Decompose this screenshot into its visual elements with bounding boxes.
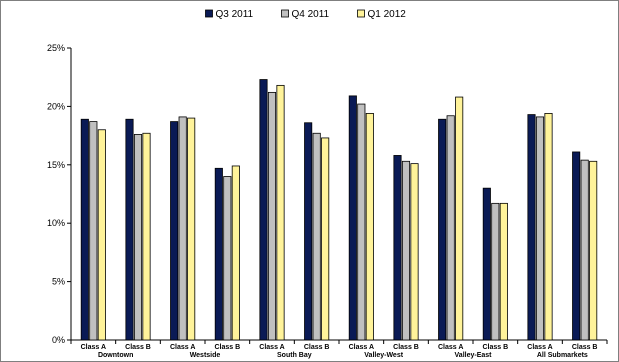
x-tick-label: Class A (527, 344, 552, 351)
bar (267, 91, 277, 341)
x-tick-label: Class B (214, 344, 240, 351)
bar (580, 159, 589, 341)
bar (321, 137, 330, 341)
bar (446, 115, 455, 341)
bar (259, 79, 268, 341)
bar (89, 121, 98, 341)
bar (482, 187, 491, 341)
legend-swatch (281, 9, 289, 18)
x-tick-label: Class A (259, 344, 284, 351)
legend-item: Q1 2012 (357, 9, 407, 20)
bar (97, 129, 106, 341)
x-tick-label: Class A (438, 344, 463, 351)
bar (312, 132, 321, 341)
x-tick-label: Class B (125, 344, 151, 351)
legend-label: Q4 2011 (292, 9, 330, 20)
bar (572, 151, 581, 341)
bar (535, 116, 545, 341)
y-tick-label: 0% (52, 335, 65, 345)
legend-label: Q3 2011 (216, 9, 254, 20)
bar (223, 176, 232, 341)
bar (410, 163, 419, 341)
legend-swatch (205, 9, 213, 18)
y-tick-label: 5% (52, 277, 65, 287)
bar (304, 122, 313, 341)
bar (455, 96, 464, 341)
bar (178, 116, 187, 341)
bar (357, 103, 366, 341)
bar (527, 114, 536, 341)
group-label: South Bay (277, 352, 312, 359)
bar (142, 132, 151, 341)
bar (125, 118, 134, 341)
legend-label: Q1 2012 (368, 9, 407, 20)
x-tick-label: Class B (304, 344, 330, 351)
bar (393, 155, 402, 341)
bar (438, 118, 447, 341)
x-tick-label: Class A (170, 344, 195, 351)
bars (80, 79, 598, 341)
y-tick-label: 10% (47, 218, 65, 228)
y-tick-label: 25% (47, 43, 65, 53)
y-tick-label: 20% (47, 101, 65, 111)
bar (401, 160, 411, 341)
x-tick-label: Class B (482, 344, 508, 351)
bar (491, 202, 500, 341)
group-label: Valley-West (364, 352, 403, 359)
group-label: All Submarkets (537, 352, 588, 359)
legend-item: Q4 2011 (281, 9, 330, 20)
group-label: Valley-East (455, 352, 493, 359)
bar (276, 84, 285, 341)
x-tick-label: Class A (349, 344, 374, 351)
bar (499, 202, 508, 341)
bar (187, 117, 196, 341)
bar (348, 95, 357, 341)
bar (544, 113, 553, 341)
bar (170, 121, 179, 341)
bar (365, 113, 374, 341)
legend: Q3 2011 Q4 2011 Q1 2012 (205, 9, 407, 20)
bar (231, 165, 240, 341)
x-tick-label: Class B (572, 344, 598, 351)
x-labels: Class A Class B Class A Class B Class A Class… (81, 344, 598, 359)
x-tick-label: Class B (393, 344, 419, 351)
group-label: Westside (190, 352, 221, 359)
group-label: Downtown (98, 352, 133, 359)
bar (80, 118, 89, 341)
bar (589, 160, 598, 341)
x-tick-label: Class A (81, 344, 106, 351)
bar (214, 167, 223, 341)
legend-item: Q3 2011 (205, 9, 254, 20)
y-tick-label: 15% (47, 160, 65, 170)
legend-swatch (357, 9, 365, 18)
bar (133, 134, 143, 341)
axes: 0% 5% 10% 15% 20% 25% (47, 43, 608, 345)
